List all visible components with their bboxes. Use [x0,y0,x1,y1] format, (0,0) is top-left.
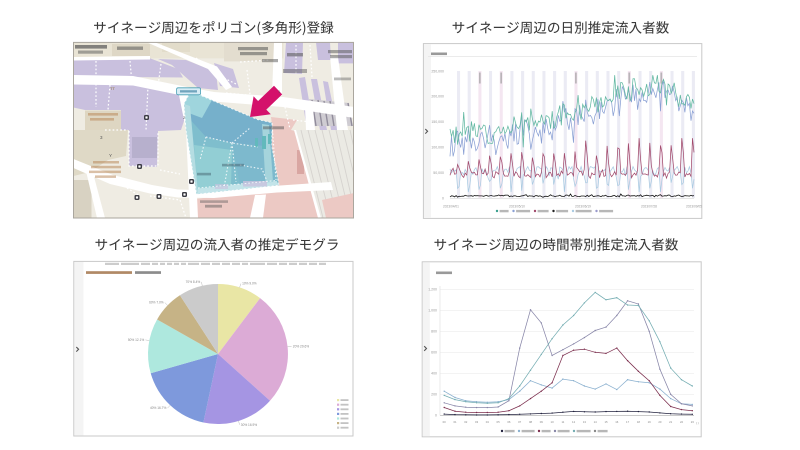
svg-text:0: 0 [442,196,444,200]
svg-text:18: 18 [637,420,641,424]
svg-text:3: 3 [100,135,103,140]
svg-text:17: 17 [626,420,630,424]
svg-text:250,000: 250,000 [431,69,444,73]
svg-text:05: 05 [497,420,501,424]
svg-text:20% 29.6%: 20% 29.6% [293,344,309,348]
svg-text:0: 0 [435,414,437,418]
svg-text:16: 16 [615,420,619,424]
svg-text:( ): ( ) [696,421,699,425]
svg-text:50,000: 50,000 [433,171,444,175]
svg-text:400: 400 [431,372,437,376]
svg-text:200: 200 [431,393,437,397]
svg-text:2023/04/01: 2023/04/01 [443,204,459,208]
svg-text:22: 22 [680,420,684,424]
svg-text:12: 12 [572,420,576,424]
svg-text:20: 20 [658,420,662,424]
svg-text:19: 19 [648,420,652,424]
svg-text:10% 9.0%: 10% 9.0% [242,282,257,286]
svg-text:09: 09 [540,420,544,424]
svg-text:150,000: 150,000 [431,120,444,124]
svg-text:1,200: 1,200 [428,288,437,292]
svg-text:14: 14 [594,420,598,424]
svg-text:1: 1 [278,89,281,94]
svg-text:40% 16.7%: 40% 16.7% [150,406,166,410]
svg-text:200,000: 200,000 [431,95,444,99]
svg-text:11: 11 [561,420,564,424]
svg-text:15: 15 [604,420,608,424]
svg-text:00: 00 [443,420,447,424]
svg-text:Y: Y [109,153,112,158]
svg-text:30% 16.9%: 30% 16.9% [241,423,257,427]
svg-text:23: 23 [691,420,695,424]
svg-text:2023/09/05: 2023/09/05 [686,204,702,208]
svg-text:10: 10 [551,420,555,424]
svg-text:2023/05/10: 2023/05/10 [509,204,525,208]
svg-text:13: 13 [583,420,587,424]
svg-text:2023/06/19: 2023/06/19 [575,204,591,208]
svg-text:TT: TT [110,86,115,91]
svg-text:1,000: 1,000 [428,309,437,313]
svg-text:800: 800 [431,330,437,334]
svg-text:03: 03 [475,420,479,424]
svg-text:07: 07 [518,420,522,424]
svg-text:600: 600 [431,351,437,355]
svg-text:08: 08 [529,420,533,424]
svg-text:04: 04 [486,420,490,424]
svg-text:100,000: 100,000 [431,146,444,150]
svg-text:02: 02 [464,420,468,424]
svg-text:60% 7.0%: 60% 7.0% [149,301,164,305]
svg-text:70% 8.4%: 70% 8.4% [186,280,201,284]
svg-text:01: 01 [453,420,457,424]
svg-text:2: 2 [183,115,186,120]
svg-text:21: 21 [669,420,673,424]
svg-text:2023/07/28: 2023/07/28 [641,204,657,208]
svg-text:50% 12.1%: 50% 12.1% [128,338,144,342]
svg-text:06: 06 [507,420,511,424]
